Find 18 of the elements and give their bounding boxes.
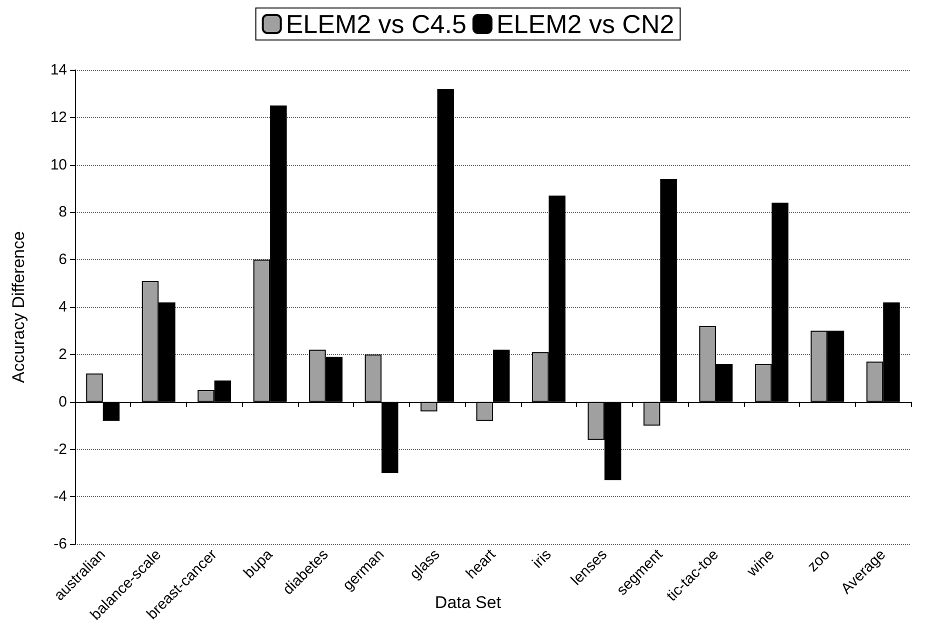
- y-axis-title: Accuracy Difference: [9, 231, 28, 383]
- y-tick-label: 8: [58, 204, 67, 221]
- y-tick-label: -4: [54, 488, 67, 506]
- y-tick-label: 14: [50, 62, 67, 78]
- y-tick-label: 10: [50, 156, 67, 174]
- y-tick-label: -2: [54, 440, 67, 458]
- y-tick-label: 0: [58, 393, 67, 410]
- x-tick-label: iris: [529, 546, 555, 572]
- x-axis-title: Data Set: [434, 593, 502, 612]
- y-tick-label: 2: [58, 346, 67, 363]
- legend-label: ELEM2 vs CN2: [496, 9, 674, 39]
- y-tick-label: -6: [54, 536, 67, 553]
- y-tick-label: 12: [50, 108, 67, 126]
- y-tick-label: 6: [58, 251, 67, 268]
- x-tick-label: zoo: [804, 546, 834, 576]
- legend-label: ELEM2 vs C4.5: [286, 9, 466, 39]
- x-tick-label: wine: [743, 546, 778, 581]
- y-tick-label: 4: [58, 298, 67, 316]
